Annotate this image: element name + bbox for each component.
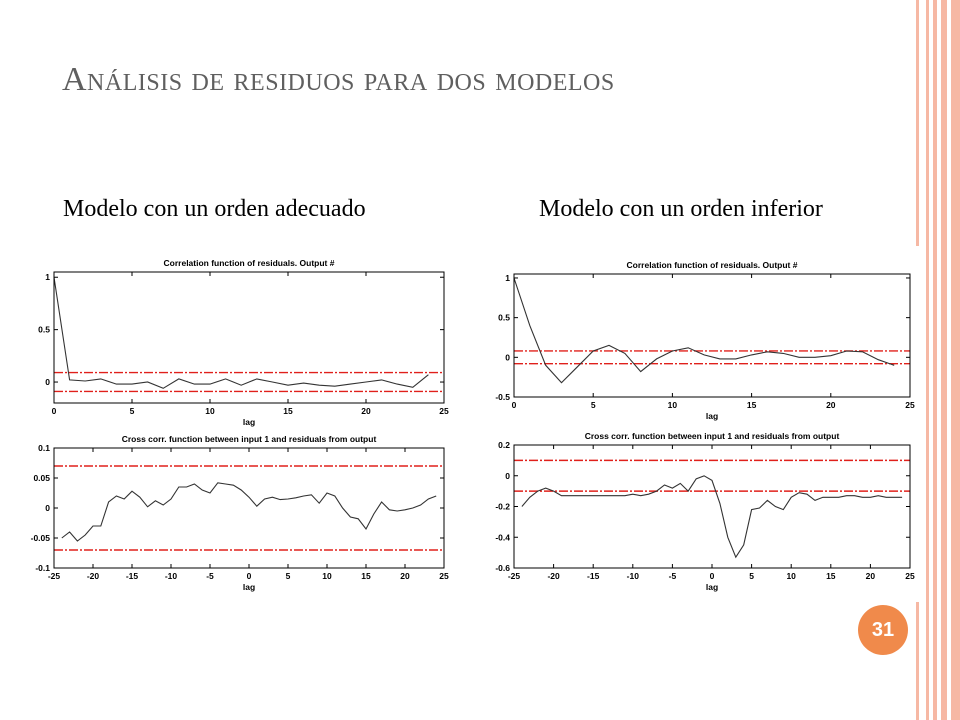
y-tick-label: -0.2 [495, 502, 510, 512]
y-tick-label: 0 [505, 471, 510, 481]
x-tick-label: 15 [826, 571, 836, 581]
x-axis-label: lag [706, 411, 718, 421]
x-tick-label: 10 [668, 400, 678, 410]
x-tick-label: 25 [439, 571, 449, 581]
x-tick-label: 25 [905, 400, 915, 410]
x-tick-label: 25 [439, 406, 449, 416]
x-tick-label: -20 [87, 571, 100, 581]
chart-3: Cross corr. function between input 1 and… [495, 431, 915, 592]
chart-title: Correlation function of residuals. Outpu… [164, 258, 335, 268]
x-tick-label: -25 [48, 571, 61, 581]
x-tick-label: 15 [747, 400, 757, 410]
chart-2: Correlation function of residuals. Outpu… [495, 260, 915, 421]
y-tick-label: 0.2 [498, 440, 510, 450]
y-tick-label: 0.5 [498, 313, 510, 323]
y-tick-label: 0.05 [33, 473, 50, 483]
page-number-badge: 31 [858, 605, 908, 655]
x-tick-label: 20 [400, 571, 410, 581]
data-series-line [521, 475, 903, 559]
y-tick-label: 1 [505, 273, 510, 283]
x-tick-label: 10 [786, 571, 796, 581]
figure-left: Correlation function of residuals. Outpu… [30, 248, 458, 600]
figure-right: Correlation function of residuals. Outpu… [480, 246, 926, 602]
y-tick-label: -0.4 [495, 532, 510, 542]
plot-frame [53, 271, 445, 404]
y-tick-label: 0.5 [38, 325, 50, 335]
chart-title: Correlation function of residuals. Outpu… [627, 260, 798, 270]
x-tick-label: 0 [52, 406, 57, 416]
x-axis-label: lag [243, 582, 255, 592]
x-tick-label: 0 [710, 571, 715, 581]
plot-frame [513, 444, 911, 569]
chart-title: Cross corr. function between input 1 and… [585, 431, 840, 441]
x-axis-label: lag [243, 417, 255, 427]
x-tick-label: -25 [508, 571, 521, 581]
y-tick-label: 0 [45, 377, 50, 387]
x-tick-label: -10 [165, 571, 178, 581]
x-tick-label: -15 [587, 571, 600, 581]
x-tick-label: 25 [905, 571, 915, 581]
x-tick-label: 15 [361, 571, 371, 581]
subtitle-left: Modelo con un orden adecuado [63, 196, 366, 222]
x-tick-label: -20 [547, 571, 560, 581]
figure-left-svg: Correlation function of residuals. Outpu… [31, 258, 449, 592]
data-series-line [61, 482, 437, 542]
y-tick-label: 1 [45, 272, 50, 282]
y-tick-label: 0.1 [38, 443, 50, 453]
x-tick-label: 20 [866, 571, 876, 581]
x-tick-label: 5 [591, 400, 596, 410]
x-axis-label: lag [706, 582, 718, 592]
plot-frame [513, 273, 911, 398]
x-tick-label: -5 [206, 571, 214, 581]
y-tick-label: -0.5 [495, 392, 510, 402]
x-tick-label: 10 [205, 406, 215, 416]
chart-0: Correlation function of residuals. Outpu… [38, 258, 449, 427]
y-tick-label: 0 [505, 352, 510, 362]
x-tick-label: 20 [361, 406, 371, 416]
x-tick-label: -5 [669, 571, 677, 581]
figure-right-svg: Correlation function of residuals. Outpu… [495, 260, 915, 592]
subtitle-right: Modelo con un orden inferior [539, 196, 823, 222]
chart-title: Cross corr. function between input 1 and… [122, 434, 377, 444]
x-tick-label: 0 [247, 571, 252, 581]
x-tick-label: 5 [130, 406, 135, 416]
chart-1: Cross corr. function between input 1 and… [31, 434, 449, 592]
x-tick-label: 10 [322, 571, 332, 581]
y-tick-label: 0 [45, 503, 50, 513]
x-tick-label: 0 [512, 400, 517, 410]
slide-title: Análisis de residuos para dos modelos [62, 61, 615, 98]
y-tick-label: -0.05 [31, 533, 51, 543]
x-tick-label: 15 [283, 406, 293, 416]
x-tick-label: 5 [286, 571, 291, 581]
x-tick-label: -15 [126, 571, 139, 581]
x-tick-label: 5 [749, 571, 754, 581]
y-tick-label: -0.6 [495, 563, 510, 573]
data-series-line [513, 277, 895, 384]
data-series-line [53, 277, 429, 389]
x-tick-label: -10 [627, 571, 640, 581]
y-tick-label: -0.1 [35, 563, 50, 573]
x-tick-label: 20 [826, 400, 836, 410]
